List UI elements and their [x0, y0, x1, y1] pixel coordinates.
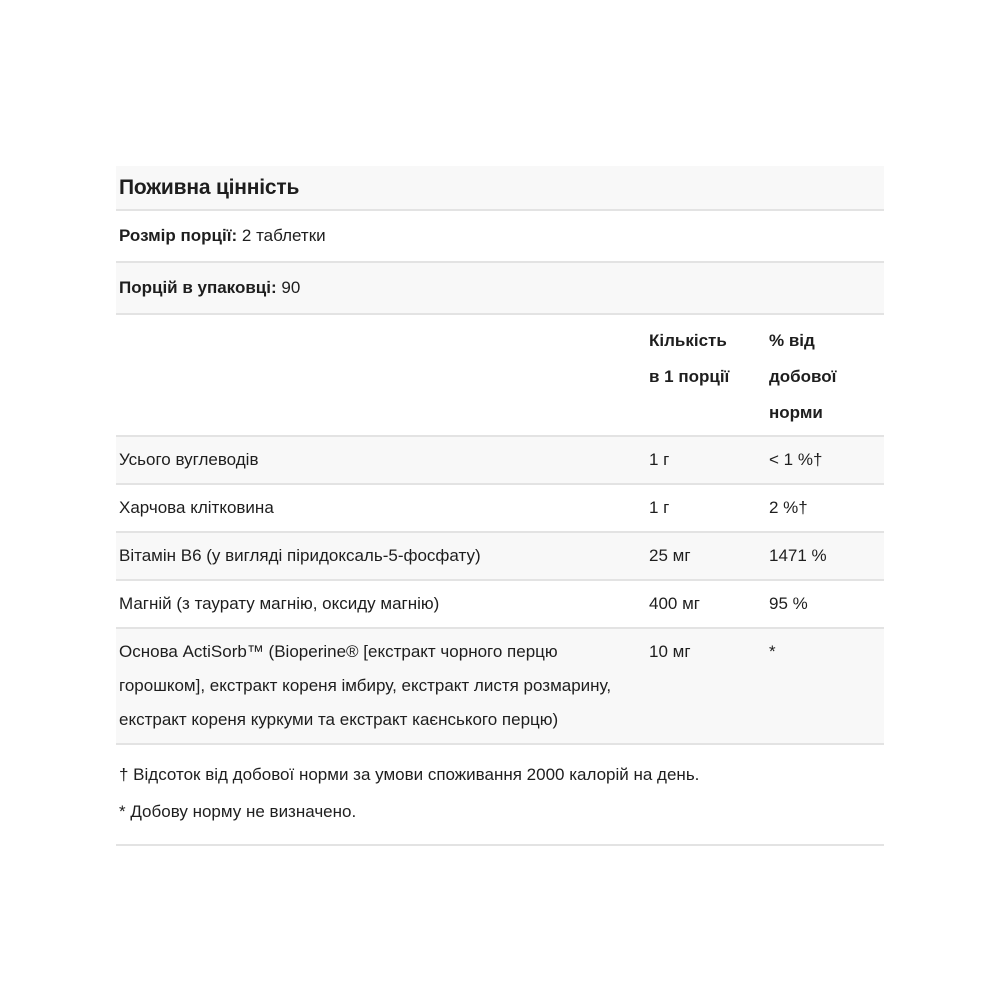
nutrient-daily-value: < 1 %†	[769, 450, 823, 469]
servings-per-container-row: Порцій в упаковці: 90	[116, 263, 884, 315]
nutrient-daily-value: *	[769, 642, 776, 661]
table-row-total-carbs: Усього вуглеводів 1 г < 1 %†	[116, 437, 884, 485]
serving-size-row: Розмір порції: 2 таблетки	[116, 211, 884, 263]
nutrient-name: Харчова клітковина	[119, 498, 274, 517]
serving-size-label: Розмір порції:	[119, 226, 238, 245]
nutrient-name: Магній (з таурату магнію, оксиду магнію)	[119, 594, 440, 613]
column-header-daily-value-label: % від добової норми	[769, 331, 837, 422]
table-row-actisorb-base: Основа ActiSorb™ (Bioperine® [екстракт ч…	[116, 629, 884, 745]
nutrient-daily-value: 1471 %	[769, 546, 827, 565]
nutrient-name: Вітамін B6 (у вигляді піридоксаль-5-фосф…	[119, 546, 481, 565]
column-header-daily-value: % від добової норми	[769, 323, 881, 431]
table-row-magnesium: Магній (з таурату магнію, оксиду магнію)…	[116, 581, 884, 629]
nutrient-amount: 25 мг	[649, 546, 691, 565]
table-row-vitamin-b6: Вітамін B6 (у вигляді піридоксаль-5-фосф…	[116, 533, 884, 581]
table-header-row: Кількість в 1 порції % від добової норми	[116, 315, 884, 437]
panel-title: Поживна цінність	[116, 166, 884, 211]
servings-per-container-value: 90	[281, 278, 301, 297]
nutrient-amount: 10 мг	[649, 642, 691, 661]
footnote-asterisk: * Добову норму не визначено.	[119, 802, 357, 821]
nutrient-amount: 1 г	[649, 498, 670, 517]
footnote-dagger: † Відсоток від добової норми за умови сп…	[119, 765, 700, 784]
nutrient-daily-value: 2 %†	[769, 498, 808, 517]
column-header-amount-label: Кількість в 1 порції	[649, 331, 730, 386]
servings-per-container-label: Порцій в упаковці:	[119, 278, 277, 297]
nutrient-amount: 1 г	[649, 450, 670, 469]
footnotes: † Відсоток від добової норми за умови сп…	[116, 745, 884, 846]
nutrient-name: Усього вуглеводів	[119, 450, 259, 469]
nutrient-daily-value: 95 %	[769, 594, 808, 613]
nutrient-amount: 400 мг	[649, 594, 700, 613]
serving-size-value: 2 таблетки	[241, 226, 326, 245]
table-row-dietary-fiber: Харчова клітковина 1 г 2 %†	[116, 485, 884, 533]
nutrient-name: Основа ActiSorb™ (Bioperine® [екстракт ч…	[119, 642, 612, 729]
nutrition-panel: Поживна цінність Розмір порції: 2 таблет…	[116, 166, 884, 846]
column-header-amount: Кількість в 1 порції	[649, 323, 769, 395]
